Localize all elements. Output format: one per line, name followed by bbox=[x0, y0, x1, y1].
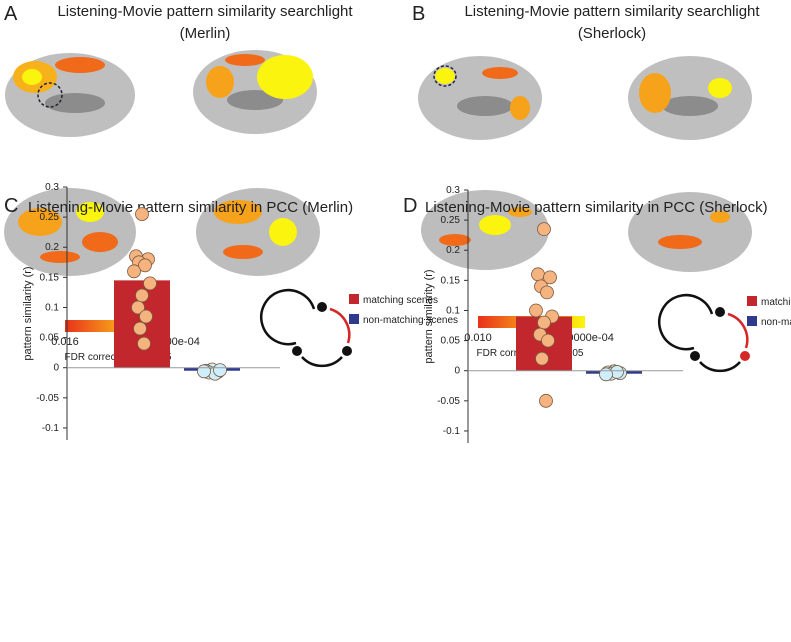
colorbar-min: 0.010 bbox=[464, 332, 492, 344]
y-tick-label: -0.1 bbox=[42, 423, 60, 434]
brain bbox=[628, 192, 752, 272]
panel-letter: B bbox=[412, 3, 425, 25]
subject-point bbox=[543, 270, 557, 285]
subject-point bbox=[529, 303, 543, 318]
brain-renderings bbox=[4, 50, 752, 276]
subject-point bbox=[133, 321, 147, 336]
panel-subtitle: (Sherlock) bbox=[578, 25, 646, 42]
chart-title: Listening-Movie pattern similarity in PC… bbox=[425, 199, 768, 216]
subject-point bbox=[541, 333, 555, 348]
y-tick-label: 0.15 bbox=[441, 275, 461, 286]
y-tick-label: 0.1 bbox=[45, 302, 59, 313]
y-tick-label: -0.1 bbox=[443, 426, 461, 437]
chart-title: Listening-Movie pattern similarity in PC… bbox=[28, 199, 353, 216]
brain bbox=[421, 190, 549, 270]
legend-swatch bbox=[349, 314, 359, 324]
legend-label: matching scenes bbox=[761, 297, 791, 308]
subject-point bbox=[539, 393, 553, 408]
panel-title: Listening-Movie pattern similarity searc… bbox=[464, 3, 760, 20]
subject-point bbox=[537, 315, 551, 330]
panel-title: Listening-Movie pattern similarity searc… bbox=[57, 3, 353, 20]
subject-point bbox=[531, 267, 545, 282]
colorbar-min: 0.016 bbox=[51, 336, 79, 348]
subject-point bbox=[599, 367, 613, 382]
subject-point bbox=[537, 222, 551, 237]
y-axis-label: pattern similarity (r) bbox=[423, 269, 435, 363]
legend-swatch bbox=[349, 294, 359, 304]
subject-point bbox=[143, 276, 157, 291]
y-tick-label: 0.15 bbox=[40, 272, 60, 283]
legend-swatch bbox=[747, 296, 757, 306]
subject-point bbox=[135, 207, 149, 222]
brain bbox=[193, 50, 317, 134]
y-tick-label: -0.05 bbox=[36, 393, 59, 404]
brain bbox=[418, 56, 542, 140]
y-tick-label: 0.05 bbox=[40, 333, 60, 344]
brain bbox=[628, 56, 752, 140]
brain bbox=[4, 188, 136, 276]
subject-point bbox=[138, 258, 152, 273]
subject-point bbox=[137, 336, 151, 351]
y-tick-label: 0.25 bbox=[40, 212, 60, 223]
colorbar-max: 1.0000e-04 bbox=[558, 332, 614, 344]
subject-point bbox=[540, 285, 554, 300]
panel-letter: A bbox=[4, 3, 18, 25]
cycle-diagram bbox=[260, 288, 352, 368]
y-tick-label: 0.3 bbox=[45, 182, 59, 193]
legend-swatch bbox=[747, 316, 757, 326]
brain bbox=[5, 53, 135, 137]
panel-letter: C bbox=[4, 195, 18, 217]
y-tick-label: 0.25 bbox=[441, 215, 461, 226]
y-tick-label: 0.05 bbox=[441, 336, 461, 347]
y-tick-label: 0.3 bbox=[446, 185, 460, 196]
cycle-diagram bbox=[658, 293, 750, 373]
y-tick-label: 0.2 bbox=[45, 242, 59, 253]
subject-point bbox=[135, 288, 149, 303]
subject-point bbox=[535, 351, 549, 366]
panel-letter: D bbox=[403, 195, 417, 217]
subject-point bbox=[197, 364, 211, 379]
legend-label: matching scenes bbox=[363, 295, 438, 306]
panel-subtitle: (Merlin) bbox=[180, 25, 231, 42]
y-tick-label: -0.05 bbox=[437, 396, 460, 407]
y-tick-label: 0 bbox=[53, 363, 59, 374]
y-tick-label: 0.1 bbox=[446, 305, 460, 316]
legend-label: non-matching scenes bbox=[761, 317, 791, 328]
y-tick-label: 0.2 bbox=[446, 245, 460, 256]
y-axis-label: pattern similarity (r) bbox=[22, 266, 34, 360]
subject-point bbox=[131, 300, 145, 315]
brain bbox=[196, 188, 320, 276]
subject-point bbox=[127, 264, 141, 279]
legend-label: non-matching scenes bbox=[363, 315, 458, 326]
subject-point bbox=[139, 309, 153, 324]
y-tick-label: 0 bbox=[454, 366, 460, 377]
subject-point bbox=[213, 363, 227, 378]
